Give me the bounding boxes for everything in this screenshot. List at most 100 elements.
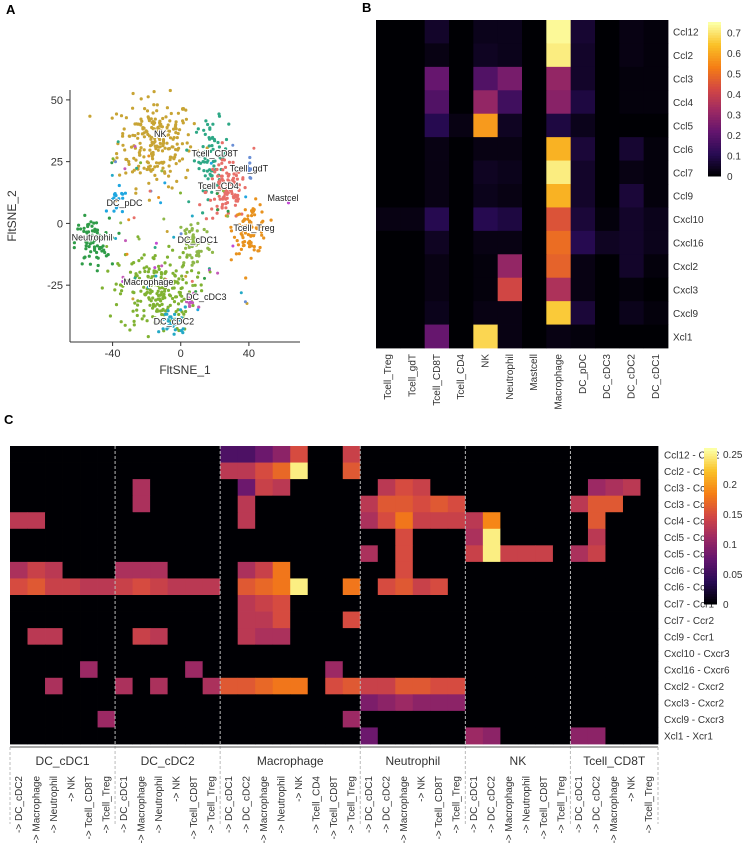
- cell-point: [204, 217, 208, 221]
- heatmap-cell: [255, 512, 274, 530]
- legend-gradient-step: [708, 101, 721, 105]
- cell-point: [180, 142, 184, 146]
- legend-gradient-step: [704, 549, 717, 553]
- heatmap-cell: [272, 446, 291, 463]
- heatmap-cell: [424, 90, 450, 115]
- legend-gradient-step: [708, 140, 721, 144]
- heatmap-cell: [237, 561, 256, 579]
- heatmap-cell: [570, 727, 589, 745]
- heatmap-cell: [619, 324, 645, 349]
- heatmap-cell: [522, 43, 547, 68]
- heatmap-cell: [449, 20, 474, 44]
- heatmap-cell: [325, 677, 344, 695]
- heatmap-cell: [552, 495, 571, 513]
- legend-gradient-step: [704, 476, 717, 480]
- cell-point: [154, 274, 158, 278]
- heatmap-cell: [517, 677, 536, 695]
- heatmap-cell: [522, 137, 547, 161]
- heatmap-cell: [640, 727, 659, 745]
- cell-point: [119, 114, 124, 118]
- row-label: Ccl6 - Ccr2: [664, 583, 714, 594]
- heatmap-cell: [45, 578, 63, 596]
- cell-point: [108, 236, 112, 240]
- cell-point: [165, 141, 169, 145]
- cell-point: [202, 169, 206, 173]
- heatmap-cell: [473, 137, 499, 161]
- heatmap-cell: [412, 727, 431, 745]
- heatmap-cell: [395, 727, 414, 745]
- heatmap-cell: [449, 137, 474, 161]
- heatmap-cell: [290, 512, 309, 530]
- heatmap-cell: [535, 561, 554, 579]
- heatmap-cell: [220, 462, 239, 480]
- cell-point: [225, 187, 229, 191]
- heatmap-cell: [605, 661, 624, 679]
- cell-point: [106, 253, 110, 257]
- cell-point: [172, 136, 176, 140]
- heatmap-cell: [342, 528, 361, 546]
- heatmap-cell: [595, 277, 620, 302]
- panel-label-b: B: [362, 0, 371, 15]
- legend-gradient-step: [704, 585, 717, 589]
- cell-point: [173, 153, 177, 157]
- cell-point: [160, 160, 164, 164]
- heatmap-cell: [424, 20, 450, 44]
- heatmap-cell: [342, 561, 361, 579]
- cell-point: [149, 135, 154, 139]
- cell-point: [93, 227, 97, 231]
- cell-point: [162, 317, 166, 321]
- heatmap-cell: [640, 495, 659, 513]
- cell-point: [110, 161, 114, 165]
- row-label: Cxcl3: [673, 285, 698, 296]
- heatmap-cell: [272, 595, 291, 612]
- heatmap-cell: [605, 727, 624, 745]
- heatmap-cell: [132, 561, 151, 579]
- row-label: Cxcl9 - Cxcr3: [664, 715, 724, 726]
- heatmap-cell: [150, 545, 169, 563]
- cell-point: [145, 265, 149, 269]
- legend-gradient-step: [704, 557, 717, 561]
- cell-point: [164, 270, 168, 274]
- heatmap-cell: [570, 113, 596, 138]
- row-label: Cxcl16 - Cxcr6: [664, 666, 730, 677]
- heatmap-cell: [45, 528, 63, 546]
- heatmap-cell: [570, 43, 596, 68]
- cell-point: [136, 299, 140, 303]
- cell-point: [255, 226, 259, 230]
- cell-point: [151, 315, 155, 319]
- row-label: Cxcl9: [673, 309, 698, 320]
- cell-point: [122, 127, 126, 131]
- heatmap-cell: [400, 20, 426, 44]
- heatmap-cell: [517, 710, 536, 728]
- heatmap-cell: [45, 661, 63, 679]
- cell-point: [174, 147, 178, 152]
- cell-point: [190, 295, 194, 299]
- cell-point: [149, 283, 153, 287]
- cell-point: [128, 328, 132, 332]
- cell-point: [82, 226, 86, 230]
- cell-point: [115, 156, 119, 160]
- cell-point: [225, 201, 230, 205]
- heatmap-cell: [80, 545, 98, 563]
- heatmap-cell: [97, 545, 116, 563]
- heatmap-cell: [307, 628, 326, 646]
- heatmap-cell: [150, 661, 169, 679]
- heatmap-cell: [605, 694, 624, 712]
- cell-point: [157, 267, 161, 271]
- cell-point: [212, 197, 217, 201]
- cell-point: [154, 129, 158, 133]
- heatmap-cell: [185, 512, 204, 530]
- row-label: Cxcl16: [673, 239, 704, 250]
- cell-point: [194, 130, 199, 134]
- cell-point: [208, 127, 212, 131]
- legend-gradient-step: [708, 86, 721, 90]
- panel-label-a: A: [6, 2, 16, 17]
- heatmap-cell: [552, 694, 571, 712]
- heatmap-cell: [430, 561, 449, 579]
- legend-gradient-step: [704, 458, 717, 462]
- heatmap-cell: [342, 479, 361, 497]
- legend-gradient-step: [704, 448, 717, 452]
- heatmap-cell: [377, 462, 396, 480]
- legend-gradient-step: [708, 27, 721, 31]
- heatmap-cell: [482, 710, 501, 728]
